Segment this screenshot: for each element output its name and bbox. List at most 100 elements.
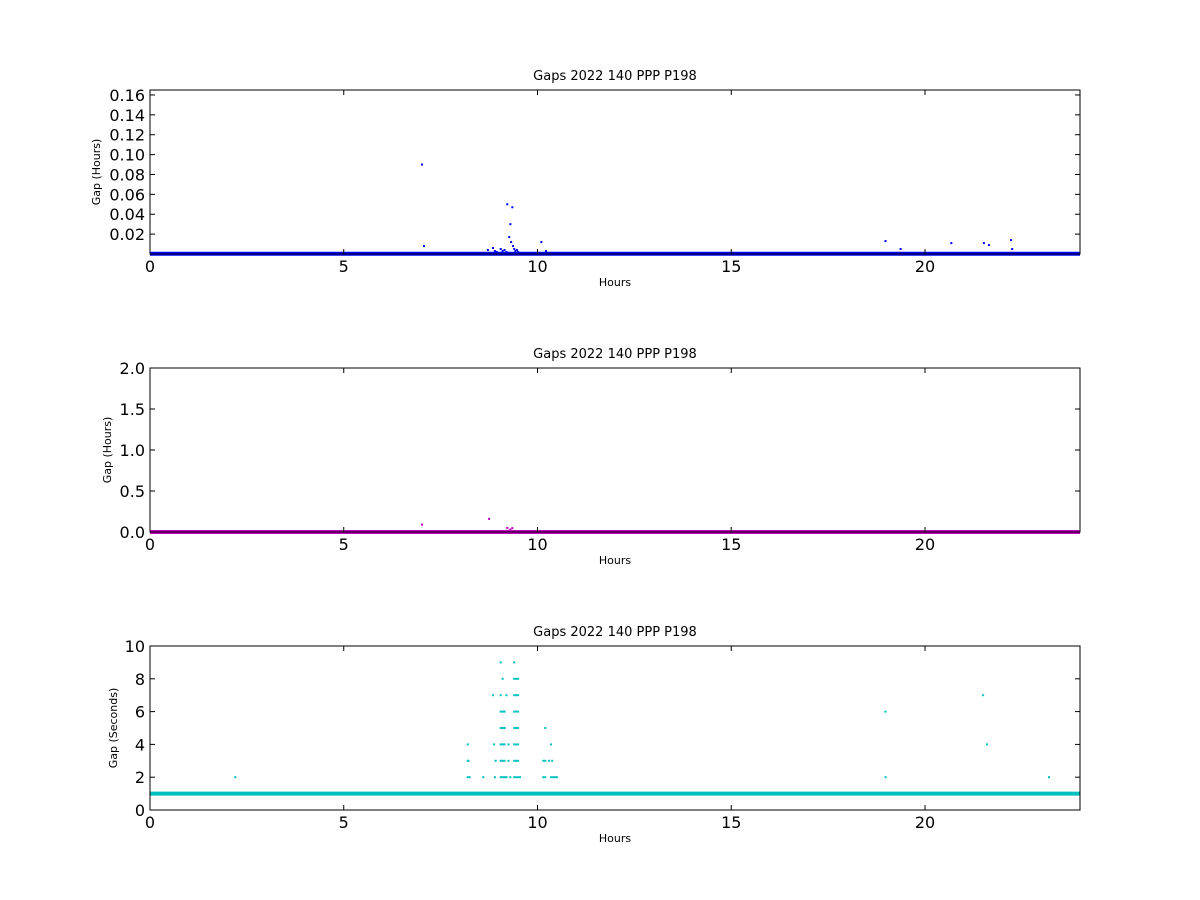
x-tick-label: 20: [915, 257, 935, 276]
data-point: [513, 776, 516, 779]
data-point: [501, 776, 504, 779]
data-point: [513, 694, 516, 697]
x-tick-label: 0: [145, 813, 155, 832]
data-point: [506, 526, 509, 529]
data-point: [508, 529, 511, 532]
data-point: [519, 776, 522, 779]
x-axis-label: Hours: [599, 832, 631, 845]
data-point: [950, 242, 953, 245]
data-point: [884, 710, 887, 713]
data-point: [513, 710, 516, 713]
x-tick-label: 0: [145, 535, 155, 554]
y-tick-label: 0.14: [109, 106, 145, 125]
data-point: [550, 776, 553, 779]
x-tick-label: 10: [527, 257, 547, 276]
data-point: [551, 759, 554, 762]
data-point: [421, 523, 424, 526]
y-tick-label: 2: [135, 768, 145, 787]
y-tick-label: 1.5: [120, 400, 145, 419]
y-tick-label: 0.06: [109, 185, 145, 204]
data-point: [513, 661, 516, 664]
data-point: [503, 743, 506, 746]
data-point: [550, 743, 553, 746]
data-point: [503, 710, 506, 713]
data-point: [555, 776, 558, 779]
y-tick-label: 6: [135, 703, 145, 722]
data-point: [494, 759, 497, 762]
data-point: [899, 248, 902, 251]
data-point: [501, 677, 504, 680]
x-tick-label: 15: [721, 535, 741, 554]
y-tick-label: 0.0: [120, 523, 145, 542]
x-tick-label: 5: [339, 257, 349, 276]
data-point: [513, 759, 516, 762]
data-point: [468, 776, 471, 779]
x-tick-label: 10: [527, 813, 547, 832]
y-tick-label: 1.0: [120, 441, 145, 460]
data-point: [467, 759, 470, 762]
data-point: [515, 249, 518, 252]
data-point: [499, 759, 502, 762]
data-point: [493, 250, 496, 253]
x-tick-label: 15: [721, 813, 741, 832]
y-tick-label: 2.0: [120, 359, 145, 378]
chart-panel-2: Gaps 2022 140 PPP P198 0 5 10 15 20 0.0 0.5 1.0 1…: [101, 347, 1081, 567]
data-point: [987, 244, 990, 247]
data-point: [499, 248, 502, 251]
data-point: [507, 759, 510, 762]
data-point: [501, 727, 504, 729]
data-point: [503, 759, 506, 762]
y-tick-label: 0.16: [109, 86, 145, 105]
data-point: [466, 776, 469, 779]
data-point: [421, 163, 424, 166]
data-point: [515, 710, 518, 713]
chart-title: Gaps 2022 140 PPP P198: [533, 625, 697, 640]
data-point: [545, 250, 548, 253]
data-point: [515, 694, 518, 697]
data-point: [1048, 776, 1050, 779]
data-point: [495, 251, 498, 254]
data-point: [548, 759, 551, 762]
x-tick-label: 5: [339, 813, 349, 832]
data-point: [499, 661, 502, 664]
data-point: [501, 710, 504, 713]
data-point: [499, 694, 502, 697]
chart-title: Gaps 2022 140 PPP P198: [533, 347, 697, 362]
data-point: [503, 249, 506, 252]
data-point: [234, 776, 237, 779]
data-point: [512, 245, 515, 248]
data-point: [486, 249, 489, 252]
x-tick-label: 10: [527, 535, 547, 554]
data-point: [515, 776, 518, 779]
data-point: [510, 241, 513, 244]
x-tick-label: 20: [915, 813, 935, 832]
y-axis-label: Gap (Seconds): [107, 688, 120, 769]
x-tick-label: 5: [339, 535, 349, 554]
x-tick-label: 0: [145, 257, 155, 276]
data-point: [513, 727, 516, 729]
data-point: [503, 727, 506, 729]
y-axis-label: Gap (Hours): [101, 417, 114, 484]
data-point: [544, 727, 547, 729]
data-point: [544, 759, 547, 762]
data-point: [514, 250, 517, 253]
y-tick-label: 10: [125, 637, 145, 656]
y-tick-label: 0: [135, 801, 145, 820]
data-point: [493, 743, 496, 746]
data-point: [542, 776, 545, 779]
data-point: [517, 776, 520, 779]
data-point: [511, 527, 514, 530]
data-point: [488, 517, 491, 520]
data-point: [884, 776, 887, 779]
data-point: [515, 727, 518, 729]
x-axis-label: Hours: [599, 554, 631, 567]
x-tick-label: 20: [915, 535, 935, 554]
data-point: [501, 743, 504, 746]
y-tick-label: 8: [135, 670, 145, 689]
x-axis-label: Hours: [599, 276, 631, 289]
data-point: [515, 759, 518, 762]
data-point: [499, 743, 502, 746]
data-point: [491, 694, 494, 697]
